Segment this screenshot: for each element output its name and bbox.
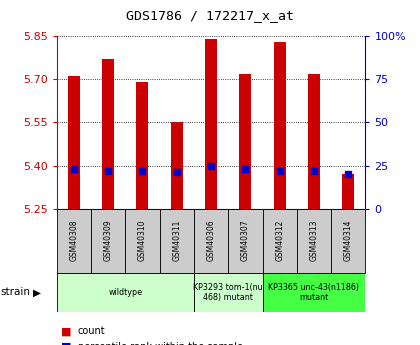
Text: ■: ■: [61, 342, 71, 345]
FancyBboxPatch shape: [194, 209, 228, 273]
Text: KP3365 unc-43(n1186)
mutant: KP3365 unc-43(n1186) mutant: [268, 283, 360, 302]
FancyBboxPatch shape: [262, 209, 297, 273]
Bar: [171, 122, 183, 209]
Bar: [205, 39, 217, 209]
Bar: [239, 73, 251, 209]
Bar: [342, 174, 354, 209]
Bar: [308, 73, 320, 209]
Text: GSM40313: GSM40313: [310, 220, 318, 262]
Bar: [274, 42, 286, 209]
Text: GSM40312: GSM40312: [275, 220, 284, 261]
Text: GSM40307: GSM40307: [241, 220, 250, 262]
Point: [71, 166, 77, 172]
Bar: [136, 82, 148, 209]
FancyBboxPatch shape: [160, 209, 194, 273]
FancyBboxPatch shape: [125, 209, 160, 273]
Text: ■: ■: [61, 326, 71, 336]
Text: GSM40310: GSM40310: [138, 220, 147, 262]
Point: [345, 171, 352, 177]
FancyBboxPatch shape: [331, 209, 365, 273]
FancyBboxPatch shape: [91, 209, 125, 273]
Text: GSM40306: GSM40306: [207, 220, 215, 262]
Bar: [102, 59, 114, 209]
Text: GSM40311: GSM40311: [172, 220, 181, 261]
Text: KP3293 tom-1(nu
468) mutant: KP3293 tom-1(nu 468) mutant: [193, 283, 263, 302]
Text: count: count: [78, 326, 105, 336]
Point: [242, 166, 249, 172]
FancyBboxPatch shape: [297, 209, 331, 273]
Point: [139, 168, 146, 174]
Point: [105, 168, 112, 174]
Text: GSM40308: GSM40308: [69, 220, 79, 262]
FancyBboxPatch shape: [262, 273, 365, 312]
FancyBboxPatch shape: [57, 209, 91, 273]
Text: percentile rank within the sample: percentile rank within the sample: [78, 342, 243, 345]
Text: strain: strain: [1, 287, 31, 297]
Text: GSM40309: GSM40309: [104, 220, 113, 262]
Point: [310, 168, 318, 174]
Point: [276, 168, 283, 174]
FancyBboxPatch shape: [194, 273, 262, 312]
Bar: [68, 77, 80, 209]
FancyBboxPatch shape: [57, 273, 194, 312]
Text: ▶: ▶: [32, 287, 41, 297]
Point: [208, 163, 215, 168]
Point: [173, 170, 180, 175]
Text: GSM40314: GSM40314: [344, 220, 353, 262]
Text: wildtype: wildtype: [108, 288, 142, 297]
FancyBboxPatch shape: [228, 209, 262, 273]
Text: GDS1786 / 172217_x_at: GDS1786 / 172217_x_at: [126, 9, 294, 22]
